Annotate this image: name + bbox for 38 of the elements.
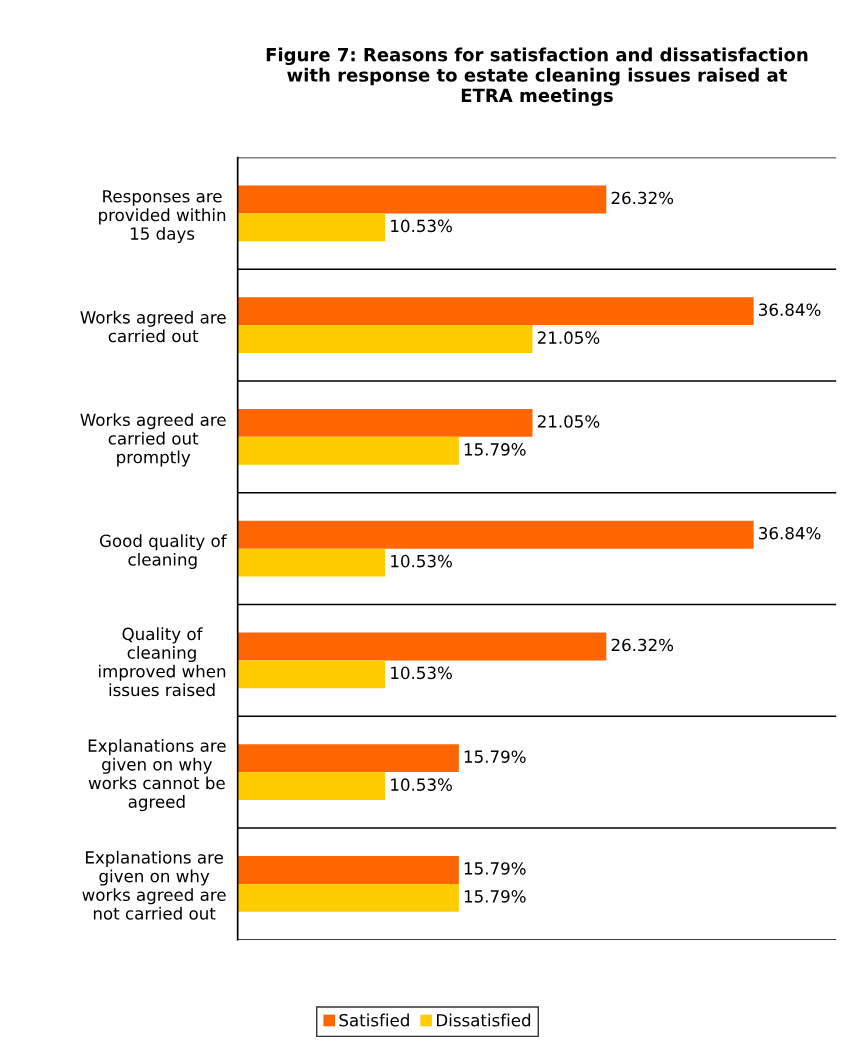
y-tick-label: Good quality of cleaning: [99, 534, 227, 570]
data-label: 10.53%: [391, 219, 452, 233]
bar: [237, 660, 386, 689]
bar: [237, 325, 533, 354]
legend-label: Dissatisfied: [437, 1013, 531, 1027]
data-label: 26.32%: [611, 191, 674, 205]
data-label: 15.79%: [464, 890, 526, 903]
chart-title: Figure 7: Reasons for satisfaction and dissatisfaction with response to estate cleaning issues raised at ETRA meetings: [266, 47, 808, 106]
bar: [237, 213, 386, 242]
data-label: 15.79%: [464, 750, 526, 763]
bar: [237, 408, 533, 437]
data-label: 21.05%: [537, 331, 600, 344]
legend-label: Satisfied: [339, 1013, 409, 1027]
bar: [237, 744, 459, 773]
data-label: 26.32%: [611, 638, 674, 652]
bar: [237, 855, 459, 884]
y-tick-label: Works agreed are carried out: [80, 310, 226, 343]
data-label: 10.53%: [391, 554, 452, 568]
data-label: 36.84%: [759, 526, 821, 540]
bar: [237, 772, 386, 801]
bar: [237, 436, 459, 465]
bar: [237, 185, 607, 214]
data-label: 10.53%: [391, 666, 452, 680]
bar: [237, 632, 607, 661]
data-label: 21.05%: [537, 415, 600, 428]
y-tick-label: Quality of cleaning improved when issues raised: [99, 627, 226, 697]
y-tick-label: Works agreed are carried out promptly: [80, 413, 226, 467]
bar: [237, 520, 754, 549]
bar: [237, 883, 459, 912]
data-label: 15.79%: [464, 443, 526, 456]
y-tick-label: Responses are provided within 15 days: [99, 190, 226, 244]
y-tick-label: Explanations are given on why works agreed are not carried out: [82, 850, 226, 920]
data-label: 10.53%: [391, 778, 452, 791]
bar: [237, 297, 754, 326]
data-label: 36.84%: [759, 303, 821, 316]
bar: [237, 548, 386, 577]
data-label: 15.79%: [464, 862, 526, 875]
y-tick-label: Explanations are given on why works cannot be agreed: [88, 739, 226, 812]
